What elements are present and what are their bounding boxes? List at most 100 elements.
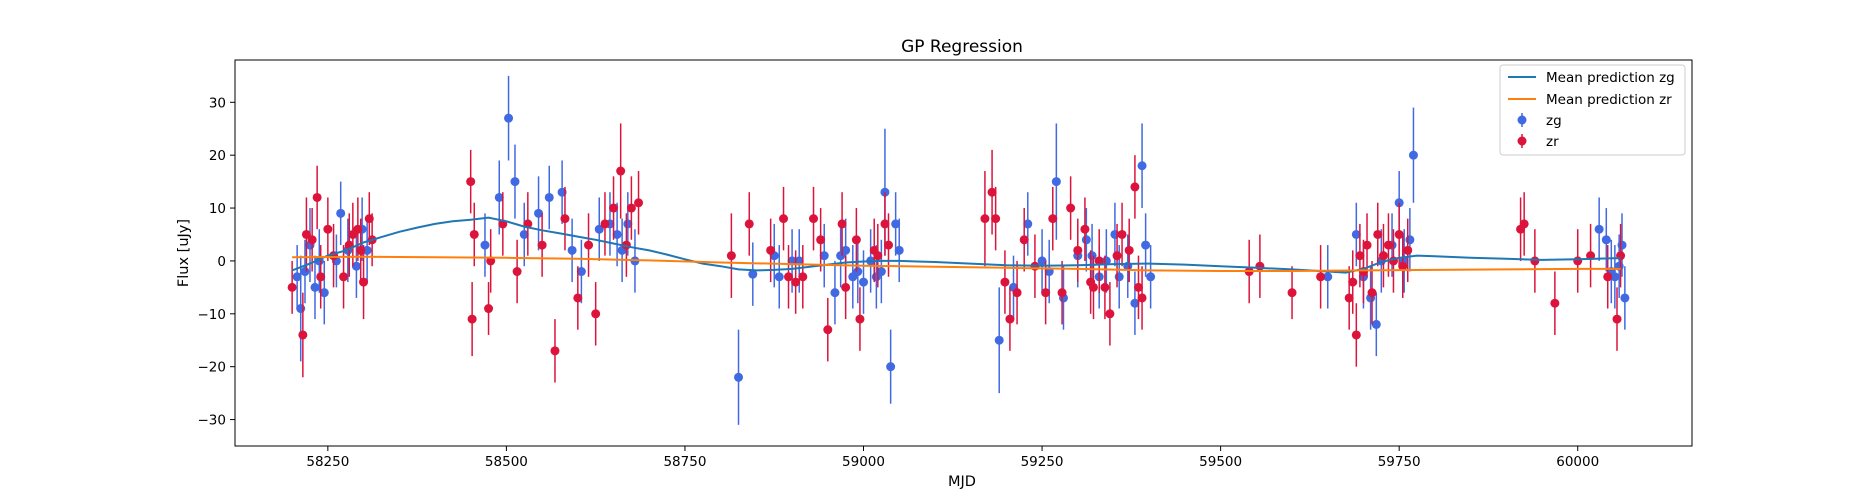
data-point-zr xyxy=(1351,330,1361,340)
data-point-zg xyxy=(1620,293,1630,303)
data-point-zr xyxy=(298,330,308,340)
data-point-zr xyxy=(512,267,522,277)
data-point-zr xyxy=(791,277,801,287)
data-point-zr xyxy=(1403,245,1413,255)
data-point-zg xyxy=(1371,319,1381,329)
y-tick-label: 10 xyxy=(209,201,226,217)
legend-label-zr-points: zr xyxy=(1546,134,1559,150)
data-point-zr xyxy=(591,309,601,319)
data-point-zg xyxy=(612,229,622,239)
data-point-zr xyxy=(1530,256,1540,266)
data-point-zg xyxy=(886,362,896,372)
data-point-zr xyxy=(1041,288,1051,298)
data-point-zr xyxy=(880,219,890,229)
data-point-zg xyxy=(1146,272,1156,282)
legend-label-zg-line: Mean prediction zg xyxy=(1546,70,1675,86)
y-tick-label: −30 xyxy=(198,413,227,429)
data-point-zr xyxy=(609,203,619,213)
data-point-zr xyxy=(600,219,610,229)
data-point-zr xyxy=(1094,256,1104,266)
data-point-zg xyxy=(1137,161,1147,171)
data-point-zr xyxy=(359,277,369,287)
data-point-zr xyxy=(634,198,644,208)
data-point-zr xyxy=(626,203,636,213)
data-point-zg xyxy=(504,113,514,123)
data-point-zr xyxy=(851,235,861,245)
series-line-mean-prediction-zr xyxy=(292,255,1621,272)
data-point-zr xyxy=(1255,261,1265,271)
data-point-zr xyxy=(1048,214,1058,224)
data-point-zr xyxy=(1000,277,1010,287)
data-point-zr xyxy=(1112,251,1122,261)
data-point-zr xyxy=(466,177,476,187)
data-point-zr xyxy=(560,214,570,224)
x-tick-label: 59000 xyxy=(842,454,885,470)
data-point-zg xyxy=(1610,272,1620,282)
y-tick-label: 20 xyxy=(209,148,226,164)
data-point-zr xyxy=(784,272,794,282)
data-point-zr xyxy=(1137,293,1147,303)
data-point-zr xyxy=(616,166,626,176)
data-point-zg xyxy=(310,282,320,292)
data-point-zg xyxy=(300,267,310,277)
data-point-zg xyxy=(296,304,306,314)
data-point-zr xyxy=(1073,245,1083,255)
data-point-zg xyxy=(1141,240,1151,250)
data-point-zg xyxy=(819,251,829,261)
data-point-zg xyxy=(830,288,840,298)
data-point-zr xyxy=(307,235,317,245)
data-point-zr xyxy=(841,282,851,292)
data-point-zg xyxy=(841,245,851,255)
y-axis-label: Flux [uJy] xyxy=(176,219,192,287)
data-point-zg xyxy=(1594,224,1604,234)
data-point-zr xyxy=(484,304,494,314)
data-point-zr xyxy=(1573,256,1583,266)
data-point-zg xyxy=(859,277,869,287)
x-tick-label: 59750 xyxy=(1378,454,1421,470)
legend-swatch-zr-marker xyxy=(1517,136,1527,146)
data-point-zg xyxy=(1037,256,1047,266)
data-point-zg xyxy=(510,177,520,187)
data-point-zr xyxy=(744,219,754,229)
data-point-zg xyxy=(351,261,361,271)
data-point-zr xyxy=(1398,261,1408,271)
data-point-zr xyxy=(1550,298,1560,308)
data-point-zr xyxy=(1057,288,1067,298)
data-point-zr xyxy=(1088,282,1098,292)
data-point-zg xyxy=(336,208,346,218)
data-point-zg xyxy=(1323,272,1333,282)
data-point-zr xyxy=(1367,288,1377,298)
data-point-zg xyxy=(1408,150,1418,160)
data-point-zr xyxy=(287,282,297,292)
data-point-zg xyxy=(734,372,744,382)
data-point-zr xyxy=(1117,229,1127,239)
legend-label-zg-points: zg xyxy=(1546,113,1562,129)
data-point-zr xyxy=(1066,203,1076,213)
data-point-zg xyxy=(853,267,863,277)
data-point-zg xyxy=(534,208,544,218)
data-point-zr xyxy=(837,219,847,229)
data-point-zg xyxy=(576,267,586,277)
data-point-zg xyxy=(1101,256,1111,266)
data-point-zr xyxy=(1378,251,1388,261)
data-point-zg xyxy=(1130,298,1140,308)
data-point-zr xyxy=(537,240,547,250)
legend: Mean prediction zg Mean prediction zr zg… xyxy=(1499,64,1686,156)
x-tick-label: 59250 xyxy=(1021,454,1064,470)
y-tick-label: −20 xyxy=(198,360,227,376)
legend-swatch-zg-marker xyxy=(1517,115,1527,125)
legend-label-zr-line: Mean prediction zr xyxy=(1546,92,1672,108)
data-point-zg xyxy=(1051,177,1061,187)
data-point-zg xyxy=(1087,251,1097,261)
data-point-zr xyxy=(1373,229,1383,239)
data-point-zg xyxy=(794,256,804,266)
data-point-zr xyxy=(312,192,322,202)
data-point-zr xyxy=(339,272,349,282)
data-point-zg xyxy=(319,288,329,298)
data-point-zg xyxy=(1601,235,1611,245)
y-tick-label: −10 xyxy=(198,307,227,323)
data-point-zr xyxy=(1012,288,1022,298)
data-point-zg xyxy=(1023,219,1033,229)
data-point-zg xyxy=(623,219,633,229)
data-point-zr xyxy=(316,272,326,282)
